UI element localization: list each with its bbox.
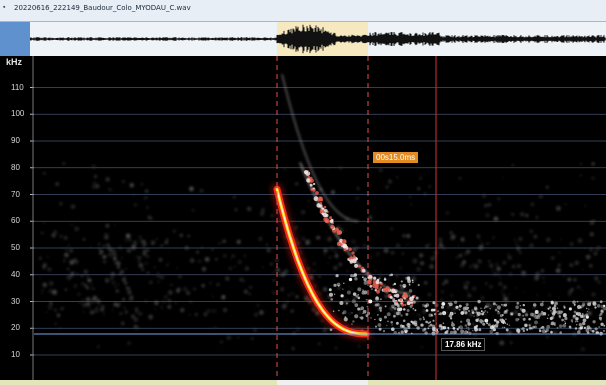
duration-label: 00s15.0ms xyxy=(373,152,419,163)
waveform-panel[interactable] xyxy=(0,22,606,56)
frequency-tick-label: 110 xyxy=(11,82,24,92)
frequency-tick-label: 20 xyxy=(11,323,20,333)
second-harmonic-hotspots xyxy=(303,169,416,307)
frequency-tick-label: 60 xyxy=(11,216,20,226)
spectrogram-plot[interactable] xyxy=(0,56,606,380)
call-core xyxy=(276,188,367,335)
frequency-tick-label: 50 xyxy=(11,243,20,252)
frequency-axis-unit: kHz xyxy=(6,57,23,67)
frequency-tick-label: 70 xyxy=(11,189,20,199)
window-title: 20220616_222149_Baudour_Colo_MYODAU_C.wa… xyxy=(14,4,191,12)
frequency-tick-label: 30 xyxy=(11,296,20,306)
faint-harmonic-trace xyxy=(281,73,359,223)
frequency-tick-label: 10 xyxy=(11,350,20,359)
waveform-gutter xyxy=(0,22,30,56)
frequency-tick-label: 90 xyxy=(11,136,20,145)
spectrogram-noise xyxy=(38,162,601,352)
frequency-tick-label: 100 xyxy=(11,109,25,119)
window-menu-icon[interactable]: ▪ xyxy=(3,4,6,11)
title-bar: ▪ 20220616_222149_Baudour_Colo_MYODAU_C.… xyxy=(0,0,606,22)
frequency-tick-label: 40 xyxy=(11,269,20,279)
spectrogram-panel[interactable]: kHz 110 100 90 80 70 60 50 40 30 20 10 00s15.0ms 1… xyxy=(0,56,606,380)
status-selection-strip xyxy=(277,380,368,385)
status-bar xyxy=(0,380,606,385)
waveform-plot xyxy=(30,24,606,54)
frequency-tick-label: 80 xyxy=(11,162,20,172)
waveform-trace xyxy=(30,24,606,54)
frequency-cursor-label: 17.86 kHz xyxy=(441,338,486,351)
